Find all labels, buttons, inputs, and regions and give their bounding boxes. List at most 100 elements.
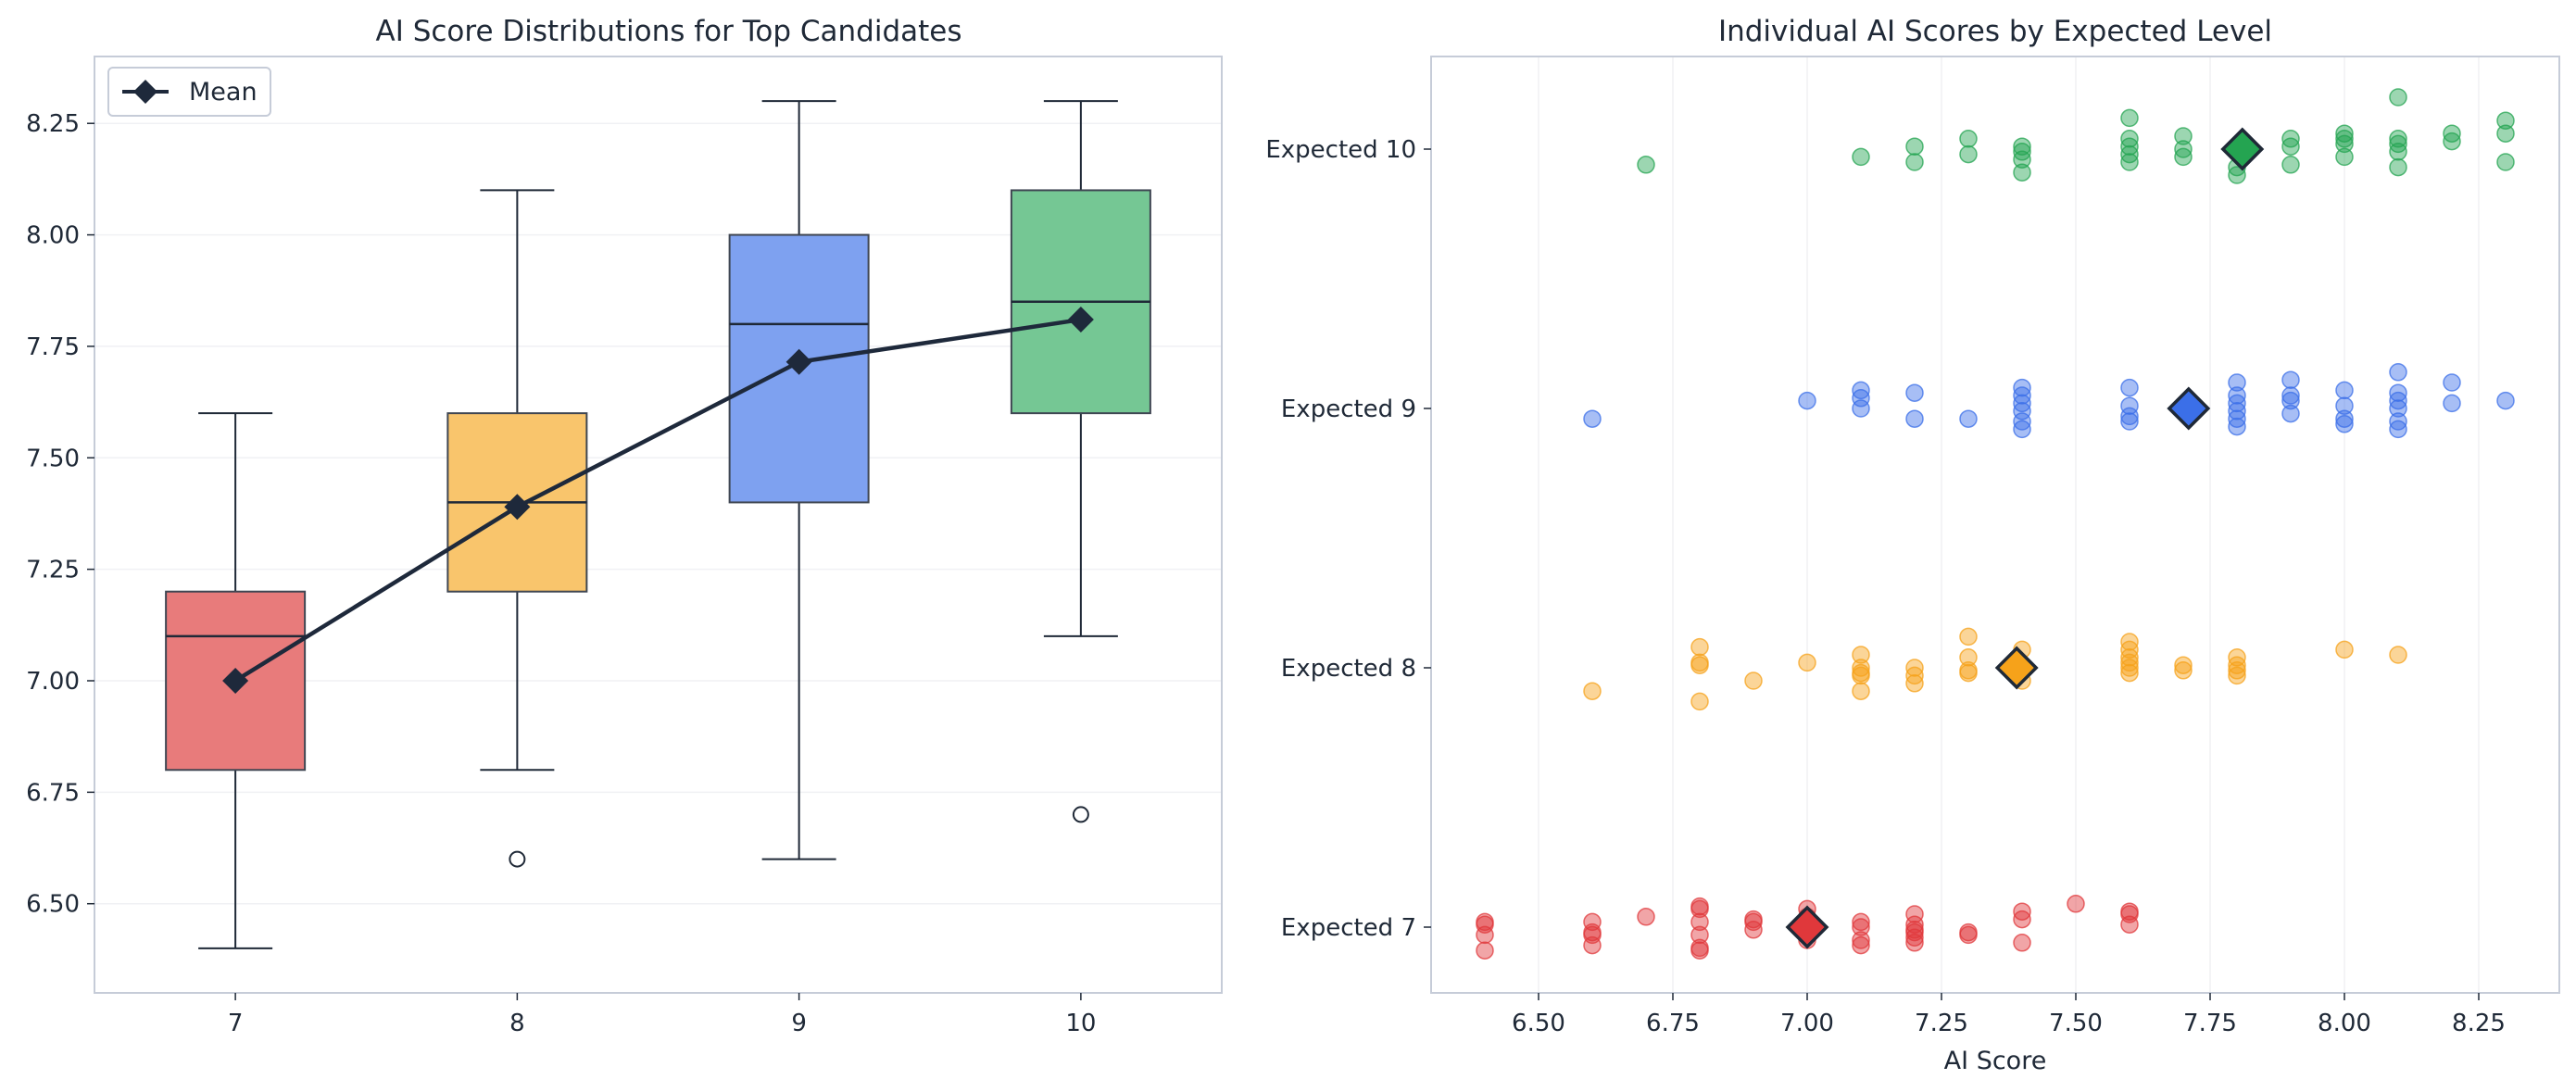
score-point <box>2335 640 2354 659</box>
score-point <box>1744 672 1763 690</box>
score-point <box>2389 157 2407 177</box>
score-point <box>1852 399 1870 418</box>
score-point <box>1690 656 1709 674</box>
score-point <box>1744 912 1763 932</box>
scatter-mean-markers <box>1785 127 2265 949</box>
score-point <box>2389 363 2407 382</box>
outlier-point <box>509 850 526 868</box>
score-point <box>2281 370 2300 389</box>
x-tick-label: 7.00 <box>1780 1010 1834 1037</box>
score-point <box>2228 666 2246 685</box>
x-tick-label: 8.00 <box>2318 1010 2371 1037</box>
score-point <box>1690 925 1709 945</box>
y-tick-label: 7.75 <box>26 333 80 361</box>
score-point <box>2496 111 2515 130</box>
score-point <box>2174 661 2193 680</box>
scatter-y-ticks: Expected 7 Expected 8 Expected 9 Expected 1… <box>1265 136 1431 942</box>
score-point <box>2443 132 2461 151</box>
score-point <box>2335 409 2354 428</box>
score-point <box>2013 402 2031 420</box>
score-point <box>2174 656 2193 674</box>
score-point <box>1583 682 1602 700</box>
score-point <box>1852 147 1870 167</box>
x-tick-label: 7.50 <box>2049 1010 2103 1037</box>
score-point <box>2443 394 2461 413</box>
scatter-title: Individual AI Scores by Expected Level <box>1718 15 2272 48</box>
score-point <box>2496 153 2515 171</box>
score-point <box>2228 166 2246 184</box>
mean-marker <box>1067 307 1094 333</box>
y-tick-label: Expected 9 <box>1281 395 1416 423</box>
score-point <box>1690 941 1709 960</box>
scatter-x-ticks: 6.50 6.75 7.00 7.25 7.50 7.75 8.00 8.25 <box>1512 993 2506 1037</box>
score-point <box>1798 653 1816 672</box>
mean-marker-expected-7 <box>1785 905 1829 949</box>
score-point <box>2120 407 2139 426</box>
outlier-point <box>1072 806 1089 823</box>
x-tick-label: 7.25 <box>1915 1010 1968 1037</box>
scatter-frame <box>1430 56 2560 994</box>
score-point <box>1959 925 1978 945</box>
legend-mean-label: Mean <box>189 78 258 107</box>
score-point <box>2228 661 2246 680</box>
score-point <box>2120 396 2139 415</box>
score-point <box>1583 912 1602 932</box>
score-point <box>2335 381 2354 400</box>
points-expected-8 <box>1583 627 2407 711</box>
box-plot-title: AI Score Distributions for Top Candidate… <box>375 15 961 48</box>
scatter-points <box>1476 88 2515 960</box>
score-point <box>2496 124 2515 143</box>
score-point <box>2013 163 2031 182</box>
box-plot-x-ticks: 7 8 9 10 <box>228 993 1096 1037</box>
score-point <box>1959 409 1978 428</box>
legend-box <box>107 67 271 117</box>
mean-marker <box>222 668 249 694</box>
score-point <box>1905 409 1924 428</box>
y-tick-label: 7.50 <box>26 445 80 472</box>
score-point <box>2443 373 2461 392</box>
y-tick-label: 6.75 <box>26 779 80 807</box>
x-tick-label: 8.25 <box>2452 1010 2506 1037</box>
score-point <box>2174 147 2193 167</box>
y-tick-label: Expected 10 <box>1265 136 1416 164</box>
score-point <box>1476 915 1494 934</box>
box-8 <box>446 189 588 868</box>
x-tick-label: 10 <box>1065 1010 1096 1037</box>
score-point <box>2120 153 2139 171</box>
scatter-x-axis-label: AI Score <box>1944 1047 2047 1075</box>
score-point <box>2120 653 2139 672</box>
mean-line <box>233 317 1082 683</box>
score-point <box>1583 935 1602 955</box>
score-point <box>2281 391 2300 410</box>
score-point <box>2389 646 2407 664</box>
score-point <box>1852 935 1870 955</box>
box-10 <box>1010 100 1151 823</box>
score-point <box>2174 127 2193 145</box>
score-point <box>2120 659 2139 677</box>
score-point <box>2335 124 2354 143</box>
y-tick-label: 7.25 <box>26 557 80 584</box>
y-tick-label: Expected 7 <box>1281 914 1416 942</box>
score-point <box>1905 905 1924 923</box>
scatter-gridlines <box>1538 56 2480 993</box>
box-plot-frame <box>94 56 1223 994</box>
score-point <box>1476 941 1494 960</box>
score-point <box>2281 386 2300 405</box>
points-expected-9 <box>1583 363 2515 439</box>
score-point <box>2389 143 2407 161</box>
score-point <box>1690 912 1709 932</box>
score-point <box>1798 391 1816 410</box>
score-point <box>2281 156 2300 174</box>
y-tick-label: 8.25 <box>26 110 80 138</box>
mean-marker-expected-9 <box>2167 386 2211 431</box>
score-point <box>2013 150 2031 169</box>
score-point <box>1690 692 1709 711</box>
box-plot-boxes <box>165 100 1151 949</box>
score-point <box>2389 130 2407 148</box>
score-point <box>2120 378 2139 397</box>
score-point <box>1476 925 1494 945</box>
mean-marker-expected-8 <box>1994 646 2039 690</box>
score-point <box>1905 934 1924 952</box>
score-point <box>2120 648 2139 667</box>
score-point <box>1637 156 1655 174</box>
